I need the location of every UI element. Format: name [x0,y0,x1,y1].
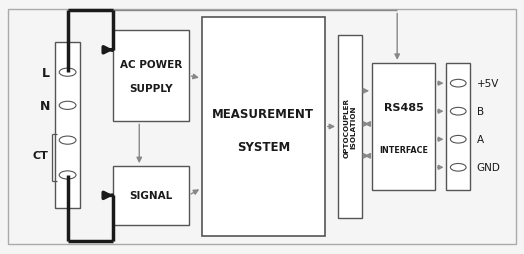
Text: OPTOCOUPLER
ISOLATION: OPTOCOUPLER ISOLATION [343,97,356,157]
Text: INTERFACE: INTERFACE [379,145,428,154]
Circle shape [450,136,466,144]
Text: GND: GND [477,163,501,173]
Bar [338,36,362,218]
Circle shape [450,108,466,116]
Bar [113,30,189,122]
Text: B: B [477,107,484,117]
Text: L: L [42,67,50,79]
Text: SIGNAL: SIGNAL [129,190,172,201]
Circle shape [450,80,466,88]
Circle shape [59,171,76,179]
Text: AC POWER: AC POWER [119,59,182,69]
Text: RS485: RS485 [384,103,423,113]
Bar [55,43,80,208]
Text: A: A [477,135,484,145]
Text: N: N [39,100,50,112]
Circle shape [59,69,76,77]
Circle shape [59,137,76,145]
Bar [202,18,325,236]
Bar [446,64,470,190]
Bar [372,64,435,190]
Circle shape [450,164,466,171]
Text: CT: CT [32,150,48,160]
Text: +5V: +5V [477,79,499,89]
Text: MEASUREMENT: MEASUREMENT [212,107,314,120]
Circle shape [59,102,76,110]
Bar [113,166,189,225]
Text: SUPPLY: SUPPLY [129,84,172,94]
Text: SYSTEM: SYSTEM [237,140,290,153]
